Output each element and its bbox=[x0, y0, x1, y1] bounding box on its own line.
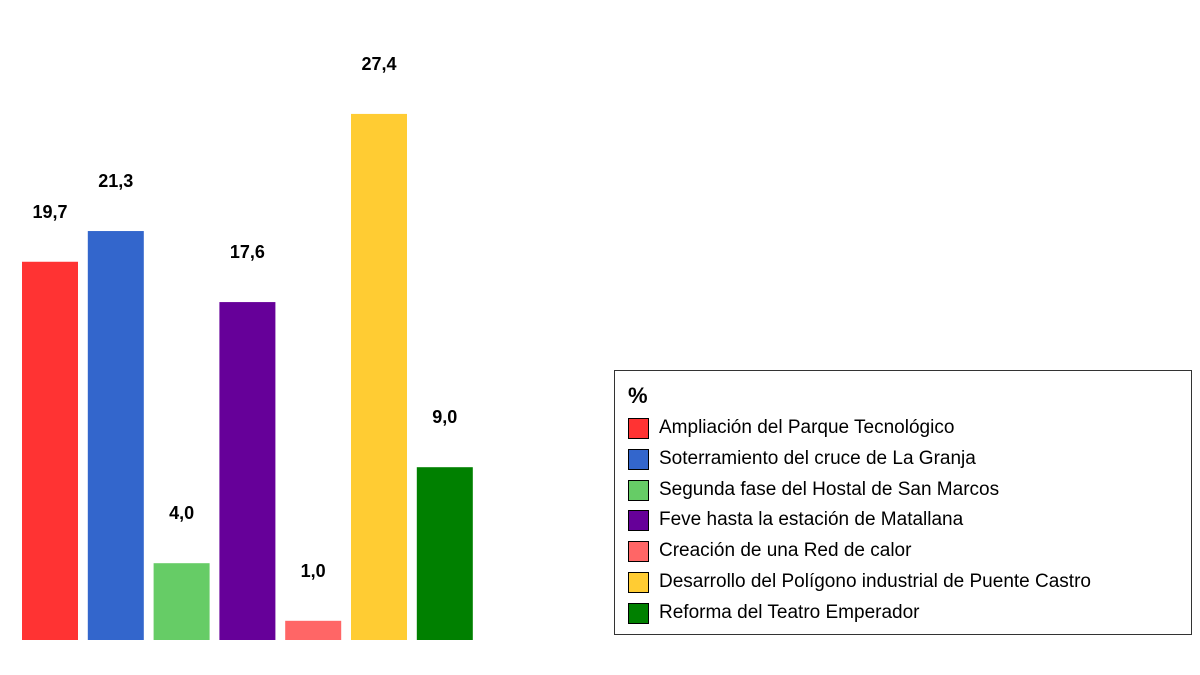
value-label-teatro: 9,0 bbox=[432, 407, 457, 427]
legend-label: Creación de una Red de calor bbox=[659, 540, 912, 561]
legend-label: Feve hasta la estación de Matallana bbox=[659, 509, 964, 530]
legend-item-hostal: Segunda fase del Hostal de San Marcos bbox=[628, 478, 999, 502]
legend-item-soterramiento: Soterramiento del cruce de La Granja bbox=[628, 447, 976, 471]
legend-item-teatro: Reforma del Teatro Emperador bbox=[628, 601, 920, 625]
bar-feve bbox=[219, 302, 276, 640]
legend-item-poligono: Desarrollo del Polígono industrial de Pu… bbox=[628, 570, 1091, 594]
legend: % Ampliación del Parque Tecnológico Sote… bbox=[614, 370, 1192, 635]
legend-swatch bbox=[628, 540, 649, 562]
bar-soterramiento bbox=[87, 231, 144, 641]
bar-poligono bbox=[351, 113, 407, 641]
legend-label: Desarrollo del Polígono industrial de Pu… bbox=[659, 571, 1091, 592]
bar-hostal bbox=[153, 563, 210, 640]
value-label-hostal: 4,0 bbox=[169, 503, 194, 523]
bar-red-calor bbox=[285, 620, 342, 640]
value-label-ampliacion: 19,7 bbox=[32, 202, 67, 222]
legend-label: Segunda fase del Hostal de San Marcos bbox=[659, 479, 1000, 500]
legend-swatch bbox=[628, 602, 649, 624]
bar-ampliacion bbox=[22, 261, 78, 640]
legend-item-ampliacion: Ampliación del Parque Tecnológico bbox=[628, 416, 954, 440]
legend-swatch bbox=[628, 448, 649, 470]
legend-label: Reforma del Teatro Emperador bbox=[659, 602, 920, 623]
legend-swatch bbox=[628, 509, 649, 531]
legend-swatch bbox=[628, 417, 649, 439]
legend-item-feve: Feve hasta la estación de Matallana bbox=[628, 508, 963, 532]
legend-item-red-calor: Creación de una Red de calor bbox=[628, 539, 911, 563]
legend-swatch bbox=[628, 479, 649, 501]
value-label-feve: 17,6 bbox=[230, 242, 265, 262]
legend-label: Ampliación del Parque Tecnológico bbox=[659, 417, 955, 438]
legend-label: Soterramiento del cruce de La Granja bbox=[659, 448, 976, 469]
bar-teatro bbox=[416, 467, 473, 640]
value-label-soterramiento: 21,3 bbox=[98, 171, 133, 191]
value-label-red-calor: 1,0 bbox=[301, 561, 326, 581]
value-label-poligono: 27,4 bbox=[361, 54, 396, 74]
legend-title: % bbox=[628, 383, 648, 408]
legend-swatch bbox=[628, 571, 649, 593]
